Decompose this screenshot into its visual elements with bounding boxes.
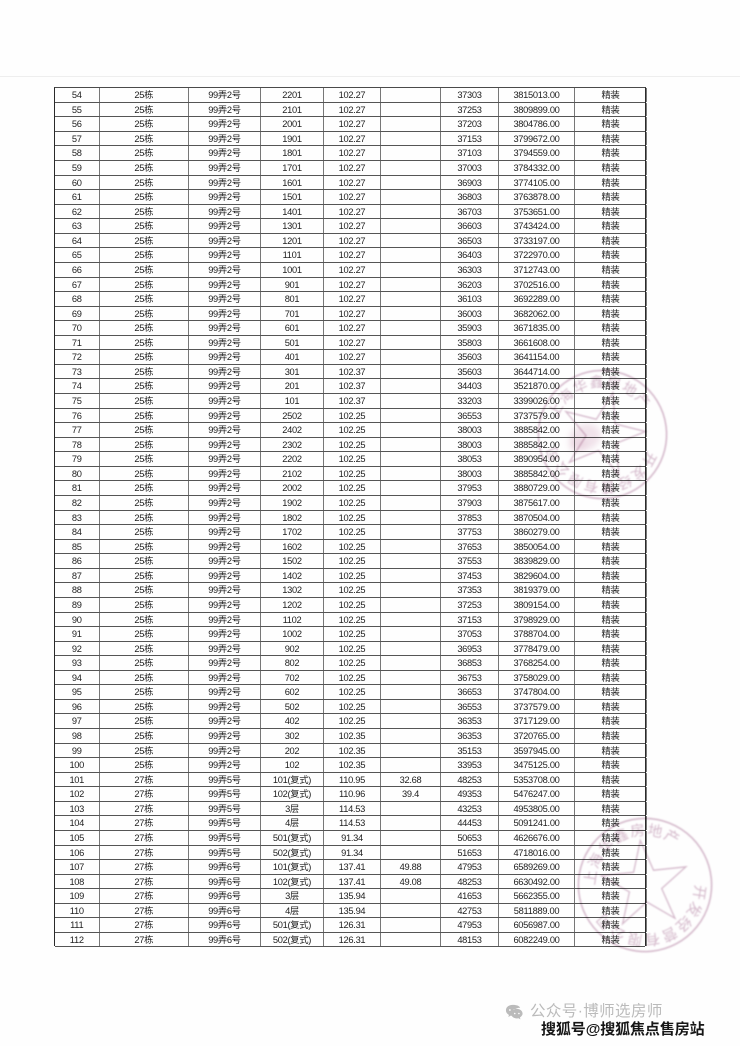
svg-text:开发经营有限公司: 开发经营有限公司 bbox=[587, 882, 717, 957]
svg-text:上海华鑫房地产: 上海华鑫房地产 bbox=[573, 815, 690, 889]
